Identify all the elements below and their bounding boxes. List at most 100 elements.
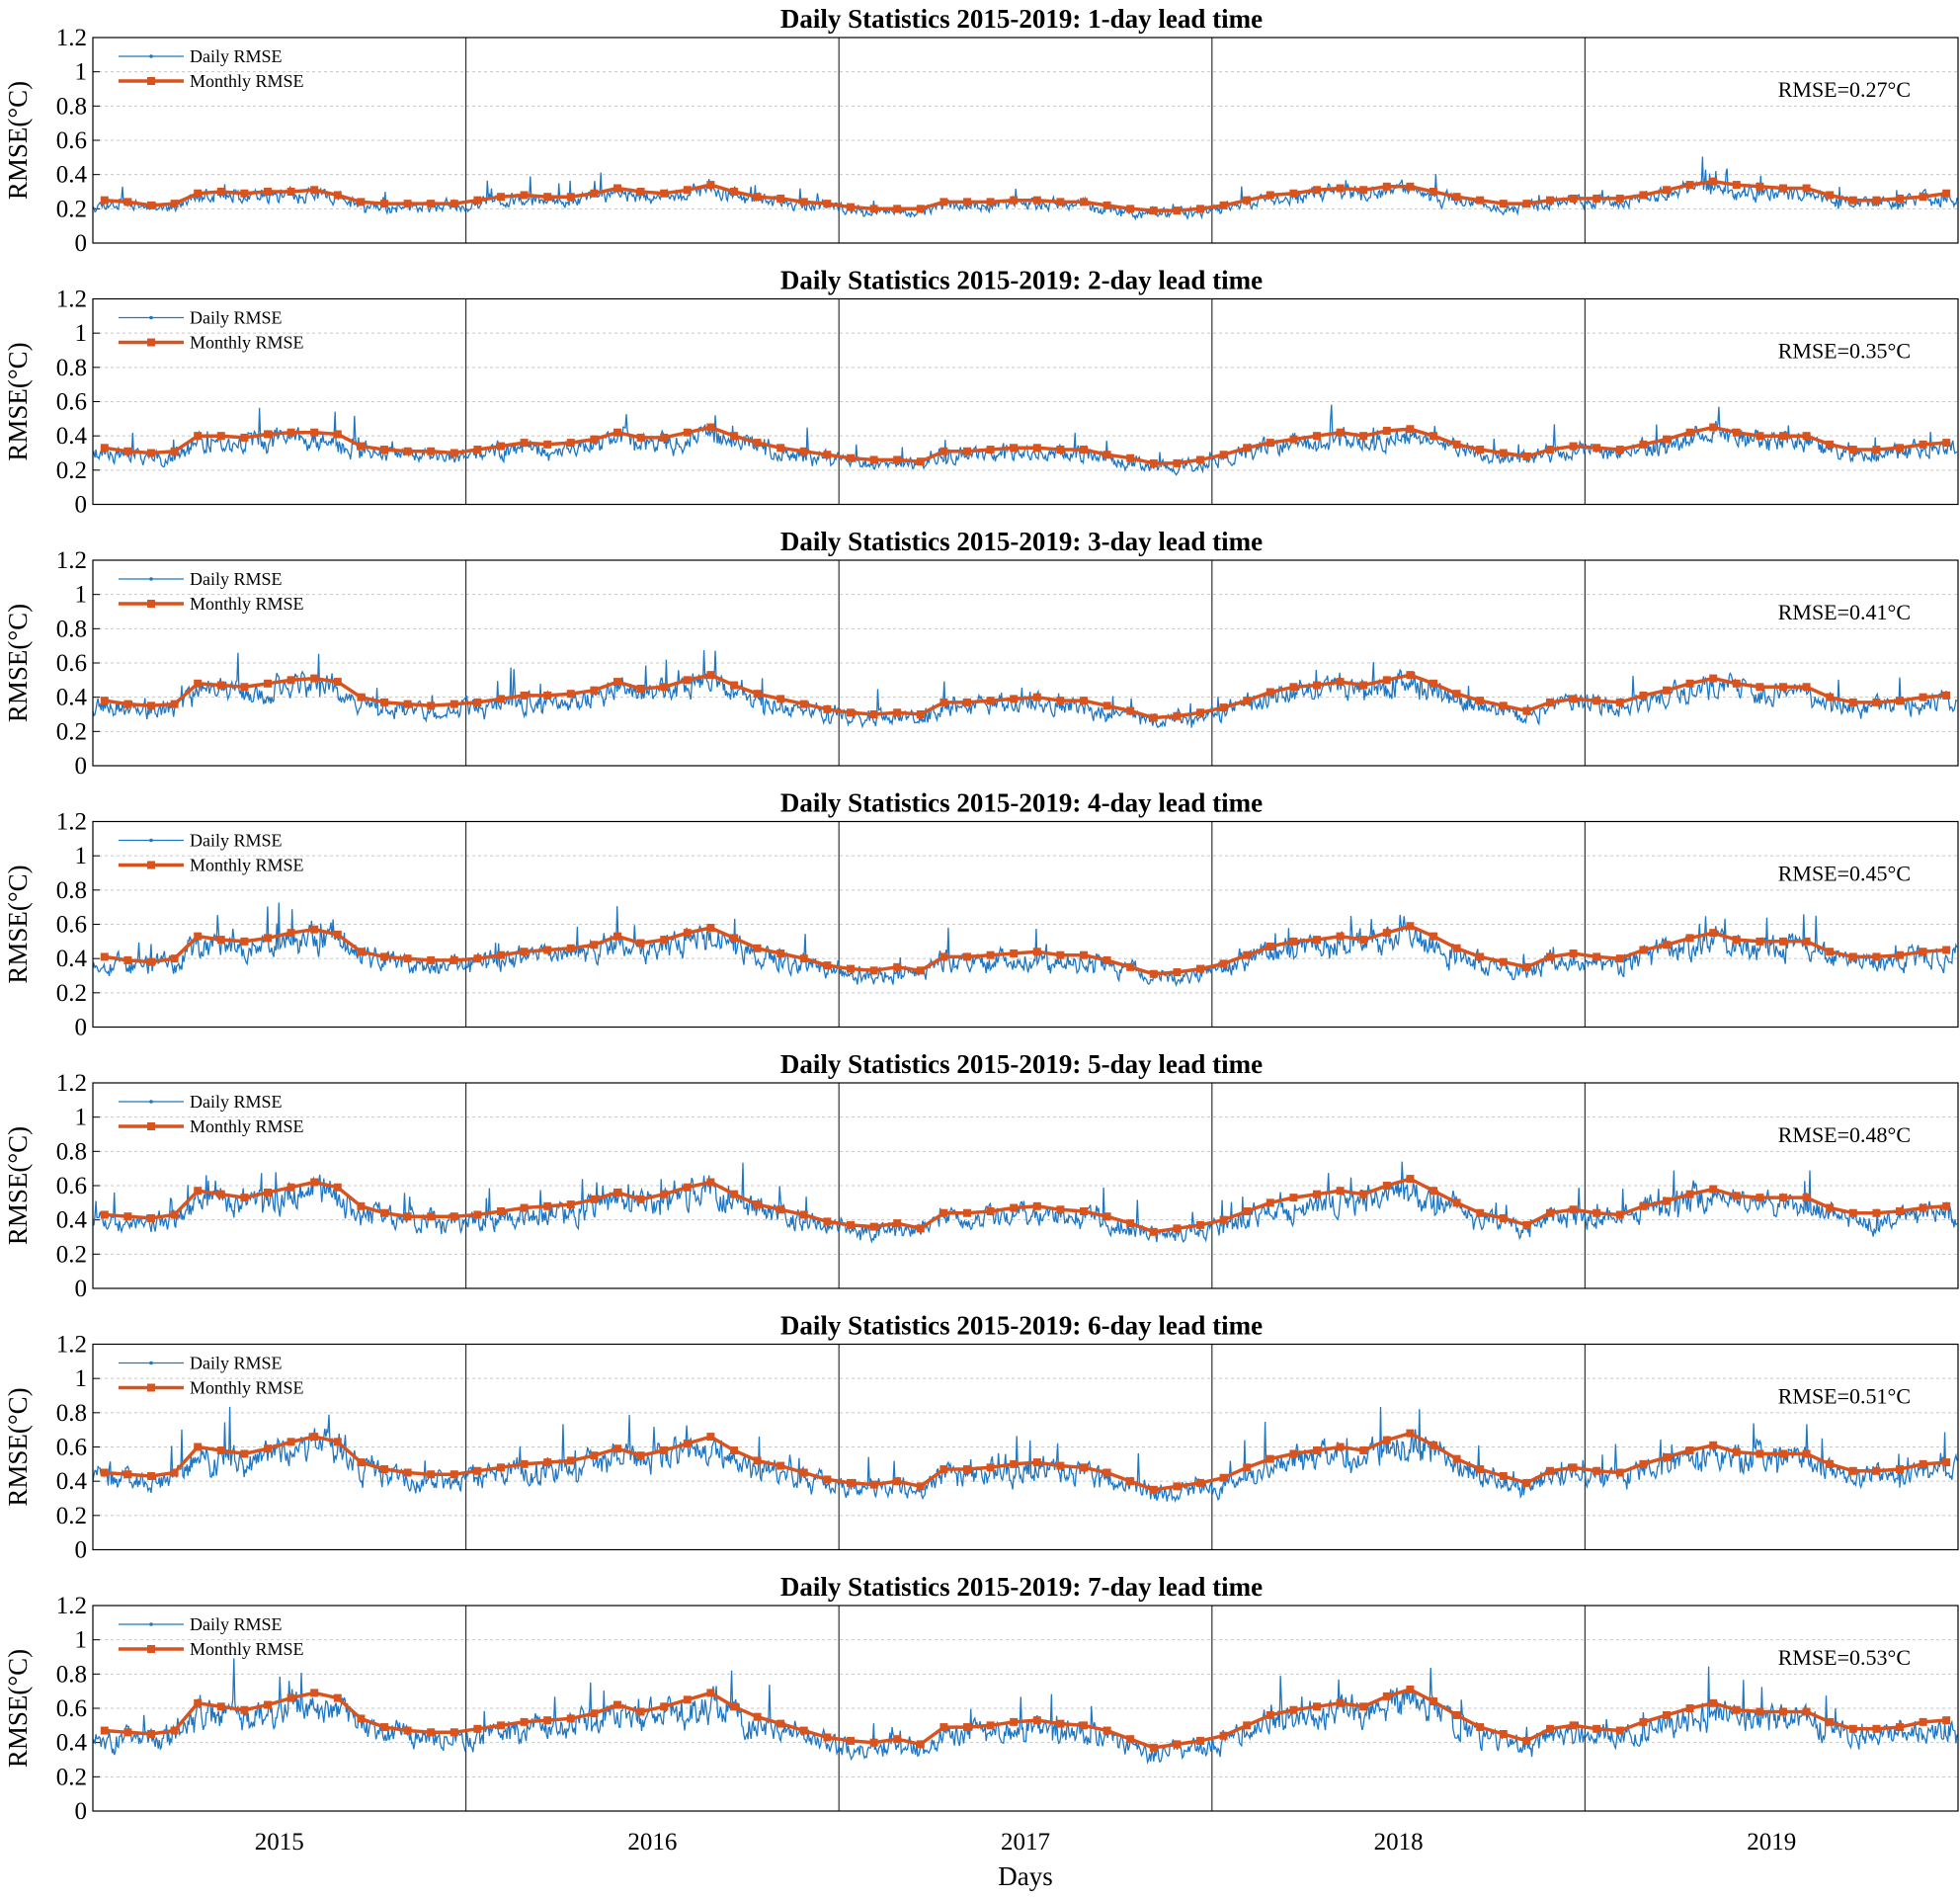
monthly-rmse-marker xyxy=(403,700,412,708)
monthly-rmse-marker xyxy=(449,955,458,964)
monthly-rmse-marker xyxy=(1896,194,1904,203)
monthly-rmse-marker xyxy=(1313,186,1321,195)
y-tick-label: 0.2 xyxy=(56,1764,87,1790)
monthly-rmse-marker xyxy=(1546,1724,1554,1733)
monthly-rmse-marker xyxy=(1826,1717,1835,1726)
monthly-rmse-marker xyxy=(123,700,132,708)
monthly-rmse-marker xyxy=(683,1183,692,1192)
monthly-rmse-marker xyxy=(1522,1220,1531,1229)
rmse-annotation: RMSE=0.41°C xyxy=(1778,600,1911,624)
monthly-rmse-marker xyxy=(357,1201,366,1210)
monthly-rmse-marker xyxy=(776,444,785,453)
monthly-rmse-marker xyxy=(380,1723,388,1732)
y-tick-label: 0.8 xyxy=(56,1138,87,1165)
legend-daily-marker xyxy=(149,1100,153,1104)
monthly-rmse-marker xyxy=(1499,1213,1508,1222)
legend: Daily RMSE Monthly RMSE xyxy=(119,308,304,353)
monthly-rmse-marker xyxy=(286,1438,295,1446)
monthly-rmse-marker xyxy=(1942,439,1951,448)
plot-area-border xyxy=(92,297,1959,506)
monthly-rmse-marker xyxy=(893,455,902,464)
monthly-rmse-marker xyxy=(497,1207,505,1215)
monthly-rmse-marker xyxy=(939,447,948,455)
monthly-rmse-marker xyxy=(1359,1190,1368,1198)
plot-area-border xyxy=(92,559,1959,767)
legend: Daily RMSE Monthly RMSE xyxy=(119,46,304,91)
monthly-rmse-marker xyxy=(1173,1740,1182,1749)
monthly-rmse-marker xyxy=(1452,1198,1461,1207)
monthly-rmse-marker xyxy=(357,948,366,956)
monthly-rmse-marker xyxy=(403,447,412,455)
monthly-rmse-marker xyxy=(1732,181,1741,190)
monthly-rmse-marker xyxy=(333,1438,342,1446)
monthly-rmse-marker xyxy=(100,952,109,961)
monthly-rmse-marker xyxy=(1522,962,1531,971)
monthly-rmse-marker xyxy=(1032,693,1041,701)
monthly-rmse-marker xyxy=(520,439,529,448)
monthly-rmse-marker xyxy=(1569,949,1578,957)
monthly-rmse-marker xyxy=(660,683,669,692)
monthly-rmse-marker xyxy=(1756,432,1764,441)
monthly-rmse-marker xyxy=(1639,191,1648,200)
legend-monthly-label: Monthly RMSE xyxy=(190,594,304,614)
y-axis-label: RMSE(°C) xyxy=(3,1126,33,1245)
y-tick-label: 0.6 xyxy=(56,912,87,939)
monthly-rmse-marker xyxy=(310,1178,319,1187)
monthly-rmse-marker xyxy=(449,700,458,708)
monthly-rmse-marker xyxy=(1080,1207,1088,1215)
monthly-rmse-marker xyxy=(1942,691,1951,700)
y-tick-label: 1.2 xyxy=(56,25,87,51)
monthly-rmse-marker xyxy=(636,939,645,948)
monthly-rmse-marker xyxy=(1546,196,1554,205)
monthly-rmse-marker xyxy=(753,944,762,952)
monthly-rmse-marker xyxy=(823,961,832,970)
monthly-rmse-marker xyxy=(1010,1203,1019,1212)
monthly-rmse-marker xyxy=(216,1190,225,1198)
monthly-rmse-marker xyxy=(730,188,738,196)
monthly-rmse-marker xyxy=(1336,1187,1345,1196)
monthly-rmse-marker xyxy=(1173,458,1182,467)
monthly-rmse-marker xyxy=(1779,1449,1787,1458)
monthly-rmse-marker xyxy=(1546,1466,1554,1475)
monthly-rmse-marker xyxy=(1709,929,1718,938)
monthly-rmse-marker xyxy=(240,189,249,198)
monthly-rmse-marker xyxy=(1779,432,1787,441)
monthly-rmse-marker xyxy=(1313,1702,1321,1711)
monthly-rmse-marker xyxy=(1080,198,1088,206)
monthly-rmse-marker xyxy=(1336,932,1345,941)
monthly-rmse-marker xyxy=(1546,952,1554,961)
monthly-rmse-marker xyxy=(1709,1441,1718,1449)
monthly-rmse-marker xyxy=(1243,1463,1252,1472)
monthly-rmse-marker xyxy=(1848,196,1857,205)
monthly-rmse-marker xyxy=(170,700,179,708)
monthly-rmse-marker xyxy=(1102,451,1111,459)
monthly-rmse-marker xyxy=(869,205,878,213)
monthly-rmse-marker xyxy=(1219,1473,1228,1482)
monthly-rmse-marker xyxy=(683,428,692,437)
monthly-rmse-marker xyxy=(1010,196,1019,205)
monthly-rmse-marker xyxy=(1896,444,1904,453)
monthly-rmse-marker xyxy=(1359,681,1368,690)
legend-monthly-label: Monthly RMSE xyxy=(190,856,304,875)
monthly-rmse-marker xyxy=(730,432,738,441)
legend-daily-label: Daily RMSE xyxy=(190,831,283,851)
monthly-rmse-marker xyxy=(869,1480,878,1489)
monthly-rmse-marker xyxy=(473,954,482,963)
monthly-rmse-marker xyxy=(1336,184,1345,193)
monthly-rmse-marker xyxy=(170,1210,179,1219)
monthly-rmse-marker xyxy=(1802,1194,1811,1202)
monthly-rmse-marker xyxy=(543,440,552,449)
monthly-rmse-marker xyxy=(1826,693,1835,701)
monthly-rmse-marker xyxy=(1569,194,1578,203)
monthly-rmse-marker xyxy=(1476,1723,1485,1732)
monthly-rmse-marker xyxy=(1639,1459,1648,1468)
monthly-rmse-marker xyxy=(1732,679,1741,688)
monthly-rmse-marker xyxy=(1032,196,1041,205)
monthly-rmse-marker xyxy=(380,698,388,706)
monthly-rmse-marker xyxy=(753,690,762,699)
monthly-rmse-marker xyxy=(893,1477,902,1486)
monthly-rmse-marker xyxy=(1802,683,1811,692)
monthly-rmse-marker xyxy=(1429,679,1437,688)
y-tick-label: 1.2 xyxy=(56,1332,87,1359)
